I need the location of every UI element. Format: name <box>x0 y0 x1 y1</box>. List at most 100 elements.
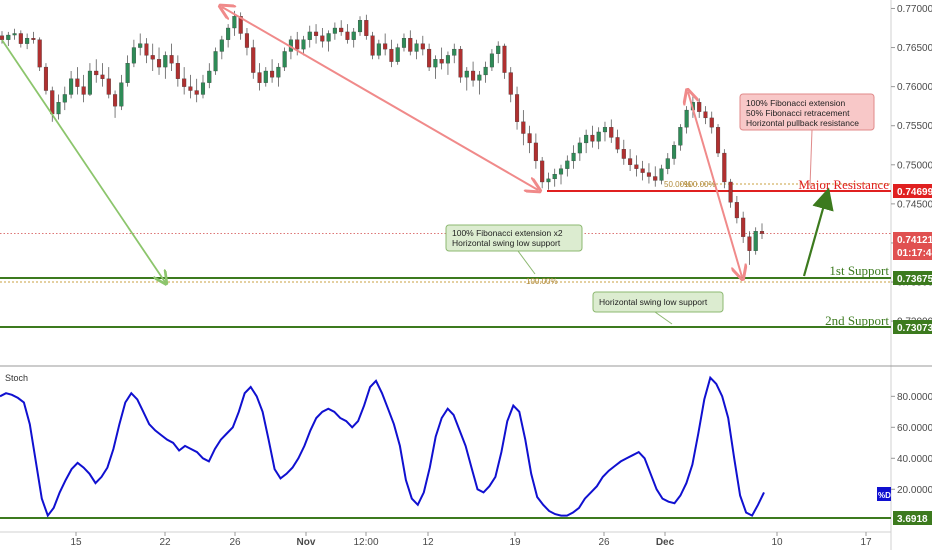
candle-body-1 <box>6 34 11 40</box>
candle-body-61 <box>383 43 388 50</box>
candle-body-40 <box>251 47 256 73</box>
candle-body-103 <box>646 172 651 177</box>
fib-label-100-support: 100.00% <box>526 277 558 286</box>
candle-body-102 <box>640 168 645 173</box>
time-tick-label-2: 26 <box>229 537 241 548</box>
candle-body-21 <box>131 47 136 64</box>
price-tag-support2-text: 0.73073 <box>897 323 932 334</box>
stoch-tick-label-0: 80.0000 <box>897 392 932 403</box>
candle-body-20 <box>125 63 130 83</box>
candle-body-117 <box>734 202 739 219</box>
candle-body-118 <box>741 217 746 237</box>
candle-body-92 <box>577 142 582 154</box>
percent-d-text: %D <box>878 491 891 500</box>
resistance-note-line-3: Horizontal pullback resistance <box>746 118 859 128</box>
time-tick-label-8: Dec <box>656 537 675 548</box>
time-axis: 15 22 26 Nov 12:00 12 19 26 Dec 10 17 <box>70 532 872 548</box>
stoch-value-tag: 3.6918 <box>893 511 932 525</box>
candle-body-113 <box>709 117 714 128</box>
candle-body-121 <box>759 231 765 234</box>
candle-body-90 <box>565 160 570 169</box>
candle-body-108 <box>678 127 683 146</box>
candle-body-19 <box>119 82 124 107</box>
candle-body-6 <box>37 39 42 68</box>
candle-body-48 <box>301 39 306 50</box>
price-tick-label-2: 0.76000 <box>897 82 932 93</box>
price-tag-last: 0.74121 01:17:48 <box>893 232 932 260</box>
price-tag-support1: 0.73675 <box>893 271 932 285</box>
candle-body-34 <box>213 51 218 72</box>
candle-body-111 <box>697 102 702 112</box>
candle-body-68 <box>427 48 432 68</box>
candlesticks <box>0 10 765 265</box>
resistance-note-line-2: 50% Fibonacci retracement <box>746 108 850 118</box>
second-support-label: 2nd Support <box>825 313 889 328</box>
candle-body-62 <box>389 48 394 62</box>
time-tick-label-7: 26 <box>598 537 610 548</box>
candle-body-9 <box>56 102 61 115</box>
stoch-tick-label-2: 40.0000 <box>897 454 932 465</box>
candle-body-79 <box>496 45 501 54</box>
candle-body-56 <box>351 31 356 40</box>
candle-body-81 <box>508 72 513 95</box>
candle-body-114 <box>715 127 721 154</box>
price-tick-label-5: 0.74500 <box>897 199 932 210</box>
candle-body-28 <box>175 63 180 79</box>
candle-body-11 <box>69 78 74 95</box>
candle-body-97 <box>609 127 614 138</box>
candle-body-63 <box>395 47 400 62</box>
support1-note: 100% Fibonacci extension x2 Horizontal s… <box>445 224 583 275</box>
stoch-tick-label-3: 20.0000 <box>897 485 932 496</box>
candle-body-73 <box>458 48 463 78</box>
support2-note-line-1: Horizontal swing low support <box>599 297 708 307</box>
candle-body-94 <box>590 134 595 142</box>
stoch-value-text: 3.6918 <box>897 514 928 525</box>
time-tick-label-9: 10 <box>771 537 783 548</box>
candle-body-33 <box>207 70 212 83</box>
candle-body-67 <box>420 43 425 50</box>
price-tag-resistance: 0.74699 <box>893 184 932 198</box>
candle-body-0 <box>0 35 5 40</box>
candle-body-104 <box>653 176 658 181</box>
candle-body-105 <box>659 168 664 181</box>
candle-body-24 <box>150 55 155 60</box>
arrows <box>1 7 834 282</box>
price-tick-label-3: 0.75500 <box>897 121 932 132</box>
candle-body-4 <box>25 38 30 44</box>
candle-body-57 <box>357 20 363 33</box>
candle-body-25 <box>156 59 162 68</box>
price-tag-support1-text: 0.73675 <box>897 274 932 285</box>
support1-note-line-2: Horizontal swing low support <box>452 238 561 248</box>
candle-body-71 <box>445 55 450 64</box>
candle-body-39 <box>244 33 249 48</box>
candle-body-27 <box>169 55 174 64</box>
candle-body-65 <box>408 38 413 52</box>
candle-body-66 <box>414 43 419 52</box>
candle-body-41 <box>257 72 262 83</box>
candle-body-120 <box>753 231 758 251</box>
candle-body-87 <box>546 178 551 183</box>
candle-body-107 <box>672 145 677 159</box>
candle-body-47 <box>295 39 300 50</box>
candle-body-83 <box>521 121 526 134</box>
candle-body-3 <box>18 33 23 44</box>
candle-body-86 <box>540 160 545 183</box>
candle-body-82 <box>515 94 520 122</box>
candle-body-80 <box>502 45 507 73</box>
candle-body-51 <box>320 35 325 42</box>
percent-d-tag: %D <box>877 487 891 501</box>
candle-body-49 <box>307 31 312 40</box>
oscillator-axis: 80.0000 60.0000 40.0000 20.0000 <box>891 392 932 496</box>
candle-body-112 <box>703 111 708 119</box>
pink-swing-arrow-2 <box>688 92 742 277</box>
candle-body-75 <box>471 70 476 81</box>
candle-body-42 <box>263 70 268 83</box>
candle-body-35 <box>219 39 224 52</box>
support1-note-line-1: 100% Fibonacci extension x2 <box>452 228 563 238</box>
candle-body-64 <box>401 38 407 48</box>
candle-body-88 <box>552 174 557 180</box>
time-tick-label-4: 12:00 <box>353 537 378 548</box>
time-tick-label-6: 19 <box>509 537 521 548</box>
time-tick-label-0: 15 <box>70 537 82 548</box>
